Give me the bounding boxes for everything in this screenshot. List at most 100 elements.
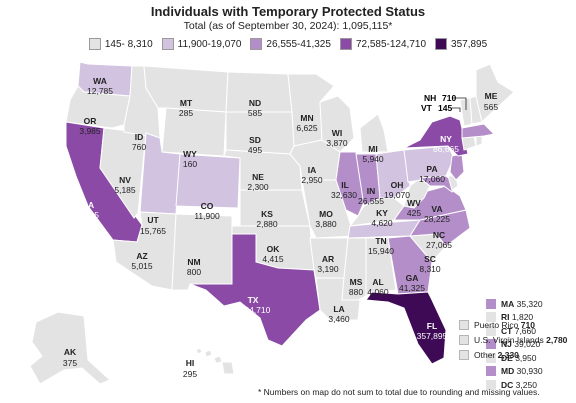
state-MD [418,175,457,193]
small-state-row: NJ 39,020 [486,338,543,352]
label-GA: GA [406,273,419,283]
legend-swatch [161,38,174,50]
small-state-value: 7,660 [514,325,536,336]
label-MO: MO [319,209,333,219]
label-HI: HI [186,358,195,368]
value-IN: 26,555 [358,196,384,206]
value-SC: 8,310 [419,264,441,274]
footnote: * Numbers on map do not sum to total due… [258,387,540,397]
territory-swatch [459,334,469,345]
value-NC: 27,065 [426,240,452,250]
small-state-row: RI 1,820 [486,311,543,325]
small-state-value: 3,250 [515,379,537,390]
small-state-name: DC [501,379,514,390]
value-MS: 880 [349,287,363,297]
label-MI: MI [368,144,377,154]
label-NE: NE [252,172,264,182]
value-CA: 72,585 [73,210,99,220]
territory-name: Puerto Rico [474,319,519,330]
value-FL: 357,895 [417,331,448,341]
value-WV: 425 [407,208,421,218]
small-state-value: 35,320 [516,298,543,309]
territory-swatch [459,319,469,330]
label-OR: OR [84,116,97,126]
legend-label: 357,895 [451,38,488,50]
small-state-swatch [486,366,496,377]
label-WA: WA [93,76,107,86]
label-NC: NC [433,230,445,240]
state-WI [319,95,355,153]
value-MN: 6,625 [296,123,318,133]
label-MT: MT [180,98,193,108]
label-FL: FL [427,321,437,331]
value-NV: 5,185 [114,185,136,195]
small-state-name: CT [501,325,513,336]
state-MI [359,113,389,153]
label-NM: NM [187,257,200,267]
value-OR: 3,985 [79,126,101,136]
small-state-value: 1,820 [511,312,534,323]
state-ME [475,63,515,123]
callout-line-nh [452,97,467,110]
legend-label: 72,585-124,710 [355,38,427,50]
label-NH: NH [424,93,436,103]
small-state-name: DE [501,352,513,363]
label-WV: WV [407,198,421,208]
value-NH: 710 [442,93,456,103]
small-state-value: 39,020 [514,339,541,350]
label-SC: SC [424,254,436,264]
territory-row: Other 2,330 [459,347,567,362]
state-HI-4 [221,361,235,375]
value-NE: 2,300 [247,182,269,192]
value-UT: 15,765 [140,226,166,236]
state-NM [171,213,233,291]
value-NM: 800 [187,267,201,277]
label-MN: MN [300,113,313,123]
value-WI: 3,870 [326,138,348,148]
legend-item: 145- 8,310 [88,38,153,50]
label-KS: KS [261,209,273,219]
state-OR [65,85,131,129]
value-HI: 295 [183,369,197,379]
value-KS: 2,880 [256,219,278,229]
small-state-swatch [486,379,496,390]
territory-value: 2,330 [497,349,519,360]
small-state-value: 3,950 [515,352,537,363]
map-subtitle: Total (as of September 30, 2024): 1,095,… [183,20,393,32]
value-AL: 4,060 [367,287,389,297]
state-CO [175,153,241,209]
label-NV: NV [119,175,131,185]
legend-swatch [250,38,263,50]
small-state-swatch [486,325,496,336]
value-SD: 495 [248,145,262,155]
territory-row: U.S. Virgin Islands 2,780 [459,332,567,347]
small-state-swatch [486,312,496,323]
territory-swatch [459,349,469,360]
small-state-row: DC 3,250 [486,378,543,392]
label-TN: TN [375,236,386,246]
state-HI [195,347,203,355]
small-state-name: RI [501,312,510,323]
small-state-row: MA 35,320 [486,297,543,311]
small-state-value: 30,930 [516,366,543,377]
state-GA [387,235,433,295]
label-PA: PA [426,164,437,174]
value-MT: 285 [179,108,193,118]
label-AL: AL [372,277,383,287]
value-CO: 11,900 [194,211,220,221]
state-NY [403,115,469,157]
value-MI: 5,940 [362,154,384,164]
value-NY: 86,665 [433,144,459,154]
small-state-swatch [486,339,496,350]
label-TX: TX [248,295,259,305]
small-state-row: DE 3,950 [486,351,543,365]
value-PA: 17,060 [419,174,445,184]
label-AR: AR [322,254,334,264]
small-state-swatch [486,298,496,309]
legend-item: 11,900-19,070 [161,38,241,50]
legend-swatch [88,38,101,50]
value-WY: 160 [183,159,197,169]
label-VA: VA [431,204,442,214]
color-legend: 145- 8,310 11,900-19,070 26,555-41,325 7… [0,38,576,50]
